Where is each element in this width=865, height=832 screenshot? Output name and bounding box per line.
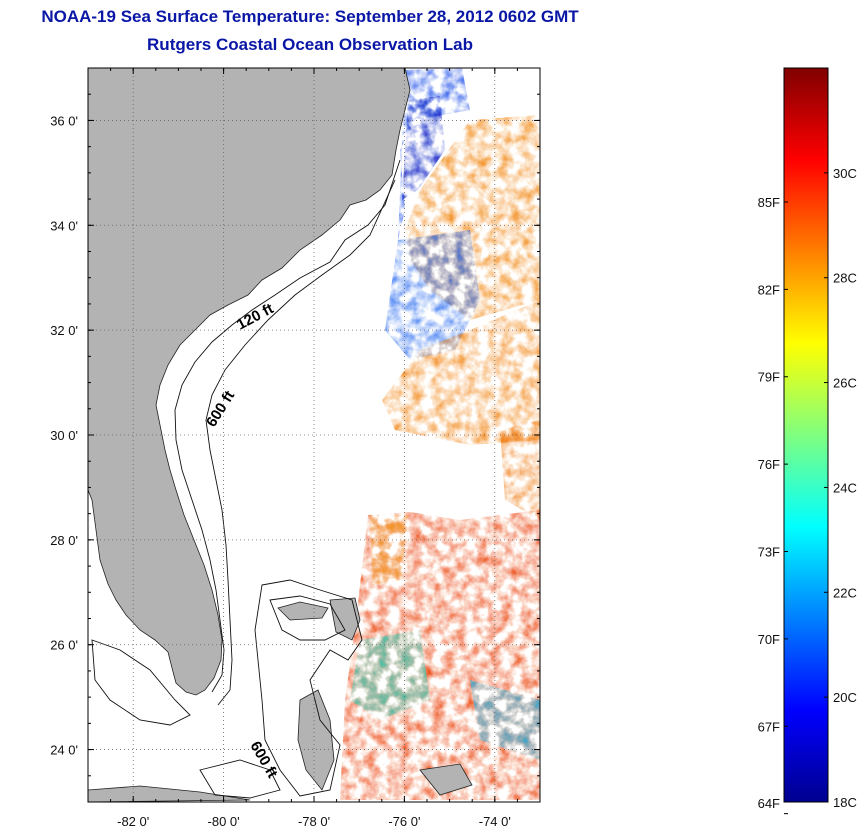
- tick-label-lon: -74 0': [479, 814, 511, 829]
- grand-bahama-island: [277, 601, 329, 621]
- colorbar-label-celsius: 20C: [833, 690, 857, 705]
- colorbar-label-fahrenheit: 70F: [758, 632, 780, 647]
- sst-cold-patch-shelf: [402, 96, 445, 200]
- bahamas-andros-island: [297, 689, 335, 791]
- latitude-axis: 24 0' 26 0' 28 0' 30 0' 32 0' 34 0' 36 0': [50, 67, 540, 803]
- bahamas-abaco-island: [329, 597, 361, 641]
- colorbar-label-celsius: 22C: [833, 585, 857, 600]
- colorbar-label-fahrenheit: 76F: [758, 457, 780, 472]
- tick-label-lon: -80 0': [208, 814, 240, 829]
- contour-cuba-shelf: [199, 759, 281, 799]
- sst-warm-patch-edge: [500, 420, 540, 520]
- tick-label-lat: 32 0': [50, 323, 78, 338]
- colorbar-fahrenheit-labels: 64F 67F 70F 73F 76F 79F 82F 85F: [758, 195, 788, 815]
- tick-label-lon: -82 0': [117, 814, 149, 829]
- longitude-axis: -82 0' -80 0' -78 0' -76 0' -74 0': [87, 68, 541, 829]
- map-gridlines: [88, 68, 540, 802]
- bathymetry-contours: [91, 159, 401, 799]
- colorbar-label-fahrenheit: 85F: [758, 195, 780, 210]
- tick-label-lat: 30 0': [50, 428, 78, 443]
- colorbar-label-celsius: 24C: [833, 480, 857, 495]
- tick-label-lat: 34 0': [50, 218, 78, 233]
- colorbar-label-fahrenheit: 79F: [758, 370, 780, 385]
- sst-cool-patch-south: [350, 630, 430, 720]
- contour-120ft: [174, 159, 401, 693]
- contour-bahamas-shelf: [254, 579, 363, 797]
- contour-keys: [91, 639, 191, 726]
- colorbar-gradient: [783, 67, 829, 803]
- tick-label-lat: 26 0': [50, 638, 78, 653]
- map-subtitle: Rutgers Coastal Ocean Observation Lab: [147, 35, 473, 54]
- land: [88, 68, 473, 802]
- cuba-land: [88, 785, 251, 802]
- tick-label-lat: 24 0': [50, 743, 78, 758]
- colorbar: 18C 20C 22C 24C 26C 28C 30C 64F 67F 70F 73F 76F 79F…: [758, 67, 857, 815]
- colorbar-label-fahrenheit: 73F: [758, 545, 780, 560]
- tick-label-lon: -78 0': [298, 814, 330, 829]
- us-east-coast-land: [88, 68, 411, 696]
- map-title: NOAA-19 Sea Surface Temperature: Septemb…: [41, 7, 579, 26]
- contour-label-600ft-south: 600 ft: [247, 739, 281, 781]
- colorbar-label-fahrenheit: 64F: [758, 796, 780, 811]
- bahamas-southern-islands: [419, 763, 473, 796]
- colorbar-label-celsius: 18C: [833, 795, 857, 810]
- sst-mixed-patch-1: [385, 230, 480, 360]
- colorbar-label-fahrenheit: 82F: [758, 282, 780, 297]
- colorbar-label-celsius: 28C: [833, 271, 857, 286]
- sst-imagery: [340, 68, 540, 800]
- colorbar-celsius-labels: 18C 20C 22C 24C 26C 28C 30C: [824, 166, 857, 810]
- contour-label-120ft: 120 ft: [234, 300, 277, 333]
- colorbar-label-celsius: 30C: [833, 166, 857, 181]
- colorbar-label-fahrenheit: 67F: [758, 719, 780, 734]
- sst-warm-patch-sw: [370, 515, 408, 585]
- tick-label-lon: -76 0': [388, 814, 420, 829]
- colorbar-label-celsius: 26C: [833, 376, 857, 391]
- sst-cool-patch-se: [470, 680, 540, 760]
- contour-bahamas-inner: [269, 595, 346, 641]
- sst-warm-patch-mid: [382, 300, 540, 445]
- tick-label-lat: 28 0': [50, 533, 78, 548]
- tick-label-lat: 36 0': [50, 113, 78, 128]
- contour-600ft: [205, 179, 396, 706]
